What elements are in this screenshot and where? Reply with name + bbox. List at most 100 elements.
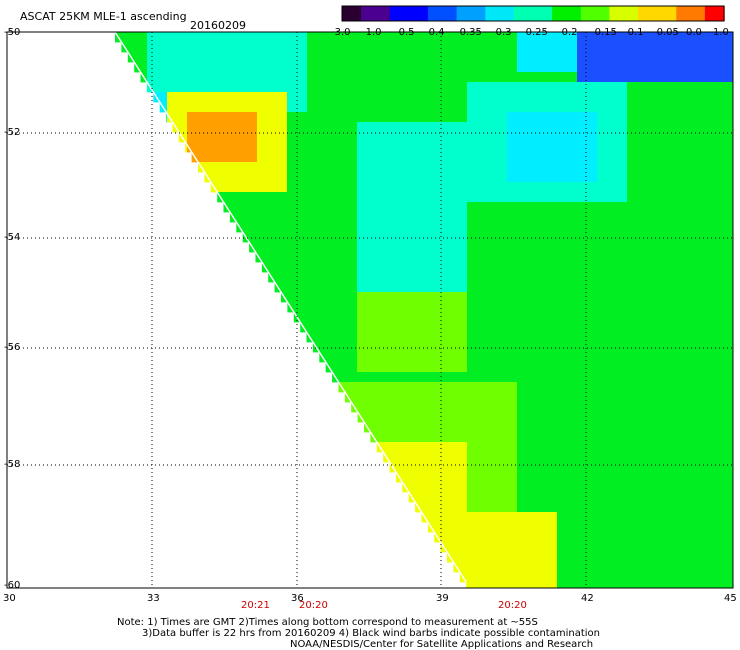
- swath-cell: [637, 172, 648, 183]
- swath-cell: [547, 542, 558, 553]
- swath-cell: [467, 472, 478, 483]
- swath-cell: [717, 442, 728, 453]
- swath-cell: [717, 312, 728, 323]
- swath-cell: [587, 572, 598, 583]
- swath-cell: [627, 342, 638, 353]
- swath-cell: [637, 282, 648, 293]
- swath-cell: [227, 192, 238, 203]
- swath-cell: [357, 212, 368, 223]
- swath-cell: [447, 502, 458, 513]
- swath-cell: [507, 142, 518, 153]
- swath-cell: [377, 412, 388, 423]
- swath-cell: [567, 532, 578, 543]
- swath-cell: [327, 172, 338, 183]
- swath-cell: [437, 332, 448, 343]
- swath-cell: [367, 232, 378, 243]
- swath-cell: [677, 32, 688, 43]
- swath-cell: [557, 402, 568, 413]
- swath-cell: [497, 122, 508, 133]
- swath-cell: [457, 82, 468, 93]
- swath-cell: [587, 72, 598, 83]
- swath-cell: [337, 172, 348, 183]
- swath-cell: [257, 112, 268, 123]
- swath-cell: [607, 352, 618, 363]
- colorbar-swatch: [638, 6, 649, 21]
- swath-cell: [647, 532, 658, 543]
- swath-cell: [537, 92, 548, 103]
- swath-cell: [407, 162, 418, 173]
- swath-cell: [717, 52, 728, 63]
- swath-cell: [537, 102, 548, 113]
- swath-cell: [697, 552, 708, 563]
- swath-cell: [397, 102, 408, 113]
- swath-cell: [507, 232, 518, 243]
- swath-cell: [567, 472, 578, 483]
- swath-cell: [417, 322, 428, 333]
- swath-cell: [687, 212, 698, 223]
- swath-cell: [687, 472, 698, 483]
- swath-cell: [497, 552, 508, 563]
- swath-cell: [727, 452, 734, 463]
- swath-cell: [607, 382, 618, 393]
- swath-cell: [597, 452, 608, 463]
- swath-cell: [677, 102, 688, 113]
- swath-cell: [717, 542, 728, 553]
- swath-cell: [337, 92, 348, 103]
- swath-cell: [657, 322, 668, 333]
- swath-cell: [427, 42, 438, 53]
- swath-cell: [617, 252, 628, 263]
- swath-cell: [517, 582, 528, 589]
- swath-cell: [487, 562, 498, 573]
- swath-cell: [627, 122, 638, 133]
- swath-cell: [577, 212, 588, 223]
- swath-cell: [577, 42, 588, 53]
- swath-cell: [507, 132, 518, 143]
- swath-cell: [477, 452, 488, 463]
- swath-cell: [577, 272, 588, 283]
- swath-cell: [507, 302, 518, 313]
- swath-cell: [637, 352, 648, 363]
- swath-cell: [717, 572, 728, 583]
- swath-cell: [397, 272, 408, 283]
- swath-cell: [557, 192, 568, 203]
- swath-cell: [397, 72, 408, 83]
- swath-cell: [517, 542, 528, 553]
- swath-cell: [327, 52, 338, 63]
- swath-cell: [597, 282, 608, 293]
- swath-cell: [727, 332, 734, 343]
- swath-cell: [257, 252, 268, 263]
- swath-cell: [667, 172, 678, 183]
- swath-cell: [657, 112, 668, 123]
- swath-cell: [327, 122, 338, 133]
- swath-cell: [677, 412, 688, 423]
- swath-cell: [267, 192, 278, 203]
- swath-cell: [447, 322, 458, 333]
- swath-cell: [307, 312, 318, 323]
- swath-cell: [547, 92, 558, 103]
- swath-cell: [637, 332, 648, 343]
- swath-cell: [507, 252, 518, 263]
- swath-cell: [557, 412, 568, 423]
- swath-cell: [237, 102, 248, 113]
- swath-cell: [697, 62, 708, 73]
- swath-cell: [407, 182, 418, 193]
- swath-cell: [257, 52, 268, 63]
- swath-cell: [467, 222, 478, 233]
- swath-cell: [377, 182, 388, 193]
- swath-cell: [527, 52, 538, 63]
- swath-cell: [257, 42, 268, 53]
- swath-cell: [497, 272, 508, 283]
- swath-cell: [197, 132, 208, 143]
- swath-cell: [357, 332, 368, 343]
- swath-cell: [427, 342, 438, 353]
- swath-cell: [437, 192, 448, 203]
- swath-cell: [657, 32, 668, 43]
- swath-cell: [447, 402, 458, 413]
- swath-cell: [567, 42, 578, 53]
- swath-cell: [187, 32, 198, 43]
- swath-cell: [307, 72, 318, 83]
- swath-cell: [727, 32, 734, 43]
- swath-cell: [357, 152, 368, 163]
- swath-cell: [677, 222, 688, 233]
- swath-cell: [567, 242, 578, 253]
